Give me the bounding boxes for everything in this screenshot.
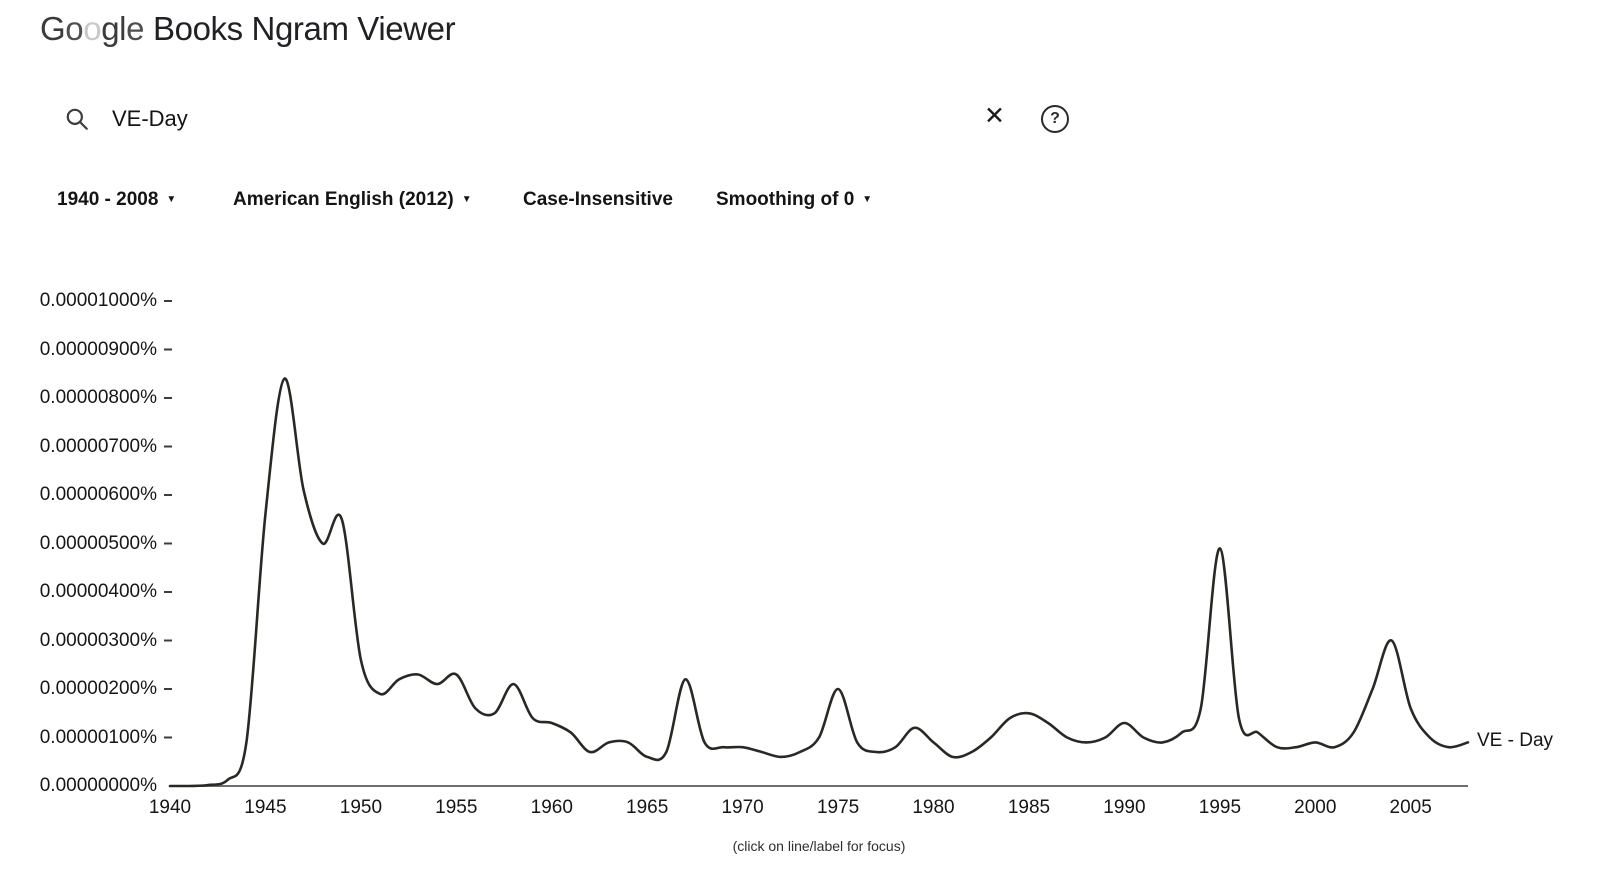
y-axis-label: 0.00000400% (39, 581, 157, 602)
x-axis-label: 2000 (1294, 797, 1337, 818)
google-letter: o (83, 10, 102, 47)
x-axis-label: 1965 (626, 797, 669, 818)
x-axis-label: 1945 (244, 797, 287, 818)
x-axis-label: 1950 (339, 797, 383, 818)
y-axis-label: 0.00000100% (39, 726, 157, 748)
x-axis-label: 1940 (148, 797, 192, 818)
y-axis-label: 0.00000700% (39, 435, 157, 457)
y-axis-label: 0.00000000% (39, 775, 157, 796)
google-letter: G (40, 10, 66, 47)
y-axis-label: 0.00000900% (39, 338, 157, 360)
corpus-label: American English (2012) (233, 189, 454, 210)
y-axis-label: 0.00000800% (39, 387, 157, 408)
x-axis-label: 1995 (1198, 797, 1242, 818)
x-axis-label: 1990 (1103, 797, 1146, 818)
ngram-query-input[interactable] (112, 101, 812, 137)
x-axis-label: 2005 (1389, 797, 1432, 818)
smoothing-dropdown[interactable]: Smoothing of 0 ▼ (716, 189, 872, 211)
caret-down-icon: ▼ (166, 194, 177, 205)
google-wordmark: Google (40, 10, 144, 47)
search-icon (64, 106, 90, 132)
corpus-dropdown[interactable]: American English (2012) ▼ (233, 189, 472, 211)
year-range-dropdown[interactable]: 1940 - 2008 ▼ (57, 189, 176, 211)
y-axis-label: 0.00000600% (39, 484, 157, 505)
clear-query-icon[interactable]: ✕ (984, 102, 1005, 130)
filters-bar: 1940 - 2008 ▼ American English (2012) ▼ Ca… (0, 189, 1611, 215)
app-title: Books Ngram Viewer (153, 10, 456, 47)
y-axis-label: 0.00000300% (39, 629, 157, 651)
google-letter: g (101, 10, 120, 47)
caret-down-icon: ▼ (862, 194, 873, 205)
smoothing-label: Smoothing of 0 (716, 189, 855, 210)
google-letter: l (119, 10, 127, 47)
x-axis-label: 1980 (912, 797, 955, 818)
chart-hint: (click on line/label for focus) (732, 838, 906, 854)
caret-down-icon: ▼ (461, 194, 472, 205)
ngram-line[interactable] (168, 377, 1470, 788)
x-axis-label: 1985 (1007, 797, 1051, 818)
google-letter: e (126, 10, 145, 47)
y-axis-label: 0.00000200% (39, 678, 157, 699)
help-icon[interactable]: ? (1041, 105, 1069, 133)
google-letter: o (65, 10, 84, 47)
x-axis-label: 1975 (816, 797, 860, 818)
series-label[interactable]: VE - Day (1477, 730, 1554, 752)
x-axis-label: 1960 (530, 797, 573, 818)
x-axis-label: 1955 (435, 797, 478, 818)
year-range-label: 1940 - 2008 (57, 189, 159, 210)
y-axis-label: 0.00001000% (39, 290, 157, 311)
case-sensitivity-toggle[interactable]: Case-Insensitive (523, 189, 673, 211)
app-logo: Google Books Ngram Viewer (40, 10, 456, 48)
x-axis-label: 1970 (721, 797, 764, 818)
y-axis-label: 0.00000500% (39, 532, 157, 554)
case-sensitivity-label: Case-Insensitive (523, 189, 673, 210)
